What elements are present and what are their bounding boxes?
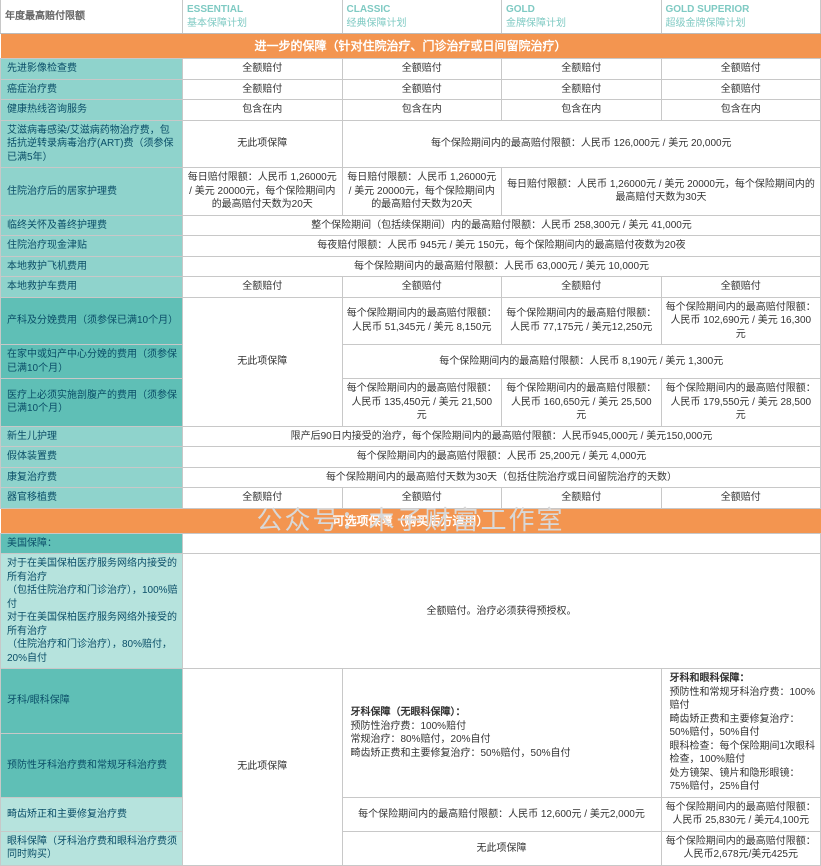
data-cell: 全额赔付 [183,59,343,80]
row-label: 牙科/眼科保障 [1,669,183,733]
data-cell: 每个保险期间内的最高赔付天数为30天（包括住院治疗或日间留院治疗的天数） [183,467,821,488]
data-cell: 牙科和眼科保障：预防性和常规牙科治疗费：100%赔付畸齿矫正费和主要修复治疗：5… [661,669,821,798]
data-cell: 全额赔付 [502,59,662,80]
plan-header-3: GOLD SUPERIOR超级金牌保障计划 [661,0,821,34]
data-cell: 全额赔付 [502,277,662,298]
data-cell: 全额赔付 [502,488,662,509]
row-label: 艾滋病毒感染/艾滋病药物治疗费，包括抗逆转录病毒治疗(ART)费（须参保已满5年… [1,120,183,168]
data-cell: 每个保险期间内的最高赔付限额：人民币 102,690元 / 美元 16,300元 [661,297,821,345]
section-title: 进一步的保障（针对住院治疗、门诊治疗或日间留院治疗） [1,34,821,59]
data-cell: 每日赔付限额：人民币 1,26000元 / 美元 20000元，每个保险期间内的… [342,168,502,216]
data-cell: 每个保险期间内的最高赔付限额：人民币 25,200元 / 美元 4,000元 [183,447,821,468]
row-label: 器官移植费 [1,488,183,509]
data-cell: 包含在内 [342,100,502,121]
data-cell: 无此项保障 [342,831,661,865]
data-cell: 全额赔付 [661,488,821,509]
data-cell: 每夜赔付限额：人民币 945元 / 美元 150元，每个保险期间内的最高赔付夜数… [183,236,821,257]
data-cell: 全额赔付 [661,79,821,100]
plan-header-2: GOLD金牌保障计划 [502,0,662,34]
row-label: 畸齿矫正和主要修复治疗费 [1,797,183,831]
row-label: 产科及分娩费用（须参保已满10个月） [1,297,183,345]
data-cell: 每个保险期间内的最高赔付限额：人民币 8,190元 / 美元 1,300元 [342,345,821,379]
data-cell: 全额赔付 [661,277,821,298]
row-label: 医疗上必须实施剖腹产的费用（须参保已满10个月） [1,379,183,427]
data-cell: 每个保险期间内的最高赔付限额：人民币 63,000元 / 美元 10,000元 [183,256,821,277]
data-cell: 全额赔付 [183,488,343,509]
data-cell: 包含在内 [183,100,343,121]
data-cell: 无此项保障 [183,669,343,866]
section-title: 可选项保障（购买后方适用） [1,508,821,533]
row-label: 癌症治疗费 [1,79,183,100]
row-label: 本地救护车费用 [1,277,183,298]
data-cell: 包含在内 [502,100,662,121]
data-cell: 每个保险期间内的最高赔付限额：人民币 179,550元 / 美元 28,500元 [661,379,821,427]
data-cell: 每个保险期间内的最高赔付限额：人民币 12,600元 / 美元2,000元 [342,797,661,831]
row-label: 假体装置费 [1,447,183,468]
row-label: 对于在美国保柏医疗服务网络内接受的所有治疗（包括住院治疗和门诊治疗），100%赔… [1,554,183,669]
row-label: 眼科保障（牙科治疗费和眼科治疗费须同时购买） [1,831,183,865]
data-cell: 全额赔付 [342,59,502,80]
data-cell: 全额赔付 [502,79,662,100]
benefits-table: 年度最高赔付限额ESSENTIAL基本保障计划CLASSIC经典保障计划GOLD… [0,0,821,866]
row-label: 住院治疗现金津贴 [1,236,183,257]
plan-header-0: ESSENTIAL基本保障计划 [183,0,343,34]
data-cell: 每个保险期间内的最高赔付限额：人民币 51,345元 / 美元 8,150元 [342,297,502,345]
data-cell: 每日赔付限额：人民币 1,26000元 / 美元 20000元，每个保险期间内的… [183,168,343,216]
row-label: 本地救护飞机费用 [1,256,183,277]
data-cell: 无此项保障 [183,297,343,426]
data-cell: 每日赔付限额：人民币 1,26000元 / 美元 20000元，每个保险期间内的… [502,168,821,216]
data-cell: 每个保险期间内的最高赔付限额：人民币2,678元/美元425元 [661,831,821,865]
data-cell: 全额赔付 [183,277,343,298]
data-cell: 限产后90日内接受的治疗，每个保险期间内的最高赔付限额：人民币945,000元 … [183,426,821,447]
data-cell: 全额赔付 [342,79,502,100]
data-cell: 全额赔付 [342,277,502,298]
row-label: 健康热线咨询服务 [1,100,183,121]
data-cell: 每个保险期间内的最高赔付限额：人民币 25,830元 / 美元4,100元 [661,797,821,831]
data-cell: 每个保险期间内的最高赔付限额：人民币 126,000元 / 美元 20,000元 [342,120,821,168]
row-label: 在家中或妇产中心分娩的费用（须参保已满10个月） [1,345,183,379]
data-cell: 牙科保障（无眼科保障）：预防性治疗费：100%赔付常规治疗：80%赔付，20%自… [342,669,661,798]
row-label: 预防性牙科治疗费和常规牙科治疗费 [1,733,183,797]
plan-header-1: CLASSIC经典保障计划 [342,0,502,34]
data-cell: 每个保险期间内的最高赔付限额：人民币 135,450元 / 美元 21,500元 [342,379,502,427]
data-cell: 全额赔付 [342,488,502,509]
data-cell: 全额赔付 [183,79,343,100]
empty-cell [183,533,821,554]
row-label: 住院治疗后的居家护理费 [1,168,183,216]
row-label: 康复治疗费 [1,467,183,488]
data-cell: 包含在内 [661,100,821,121]
data-cell: 整个保险期间（包括续保期间）内的最高赔付限额：人民币 258,300元 / 美元… [183,215,821,236]
row-label: 新生儿护理 [1,426,183,447]
row-label: 美国保障： [1,533,183,554]
row-label: 先进影像检查费 [1,59,183,80]
data-cell: 每个保险期间内的最高赔付限额：人民币 160,650元 / 美元 25,500元 [502,379,662,427]
data-cell: 全额赔付。治疗必须获得预授权。 [183,554,821,669]
row-label: 临终关怀及善终护理费 [1,215,183,236]
data-cell: 全额赔付 [661,59,821,80]
data-cell: 无此项保障 [183,120,343,168]
data-cell: 每个保险期间内的最高赔付限额：人民币 77,175元 / 美元12,250元 [502,297,662,345]
header-title: 年度最高赔付限额 [1,0,183,34]
